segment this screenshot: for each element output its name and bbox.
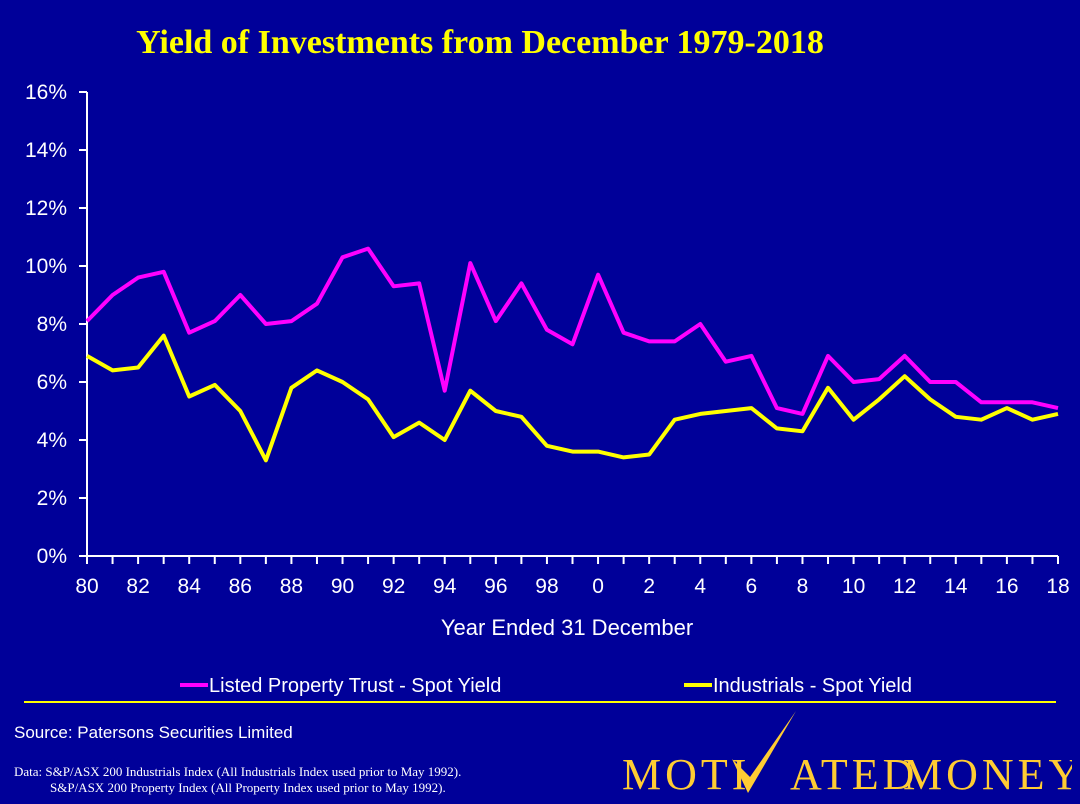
y-tick-label: 12% bbox=[25, 197, 67, 220]
x-tick-label: 80 bbox=[75, 575, 98, 598]
x-tick-label: 90 bbox=[331, 575, 354, 598]
y-tick-label: 14% bbox=[25, 139, 67, 162]
source-text: Source: Patersons Securities Limited bbox=[14, 723, 293, 742]
data-note-1: Data: S&P/ASX 200 Industrials Index (All… bbox=[14, 764, 462, 779]
legend-label: Industrials - Spot Yield bbox=[713, 675, 912, 697]
x-tick-label: 84 bbox=[178, 575, 202, 598]
x-tick-label: 10 bbox=[842, 575, 865, 598]
data-notes: Data: S&P/ASX 200 Industrials Index (All… bbox=[14, 764, 461, 796]
x-tick-label: 0 bbox=[592, 575, 604, 598]
x-tick-label: 98 bbox=[535, 575, 558, 598]
x-tick-label: 18 bbox=[1046, 575, 1069, 598]
y-tick-label: 4% bbox=[37, 429, 67, 452]
x-tick-label: 94 bbox=[433, 575, 457, 598]
x-tick-label: 14 bbox=[944, 575, 968, 598]
x-axis-label: Year Ended 31 December bbox=[441, 615, 693, 640]
x-tick-label: 92 bbox=[382, 575, 405, 598]
legend: Listed Property Trust - Spot Yield Indust… bbox=[180, 675, 912, 697]
logo-text-right: ATED bbox=[790, 750, 918, 799]
series-line-industrials bbox=[86, 333, 1059, 463]
x-tick-label: 82 bbox=[126, 575, 149, 598]
series-lines bbox=[85, 246, 1059, 463]
y-tick-label: 10% bbox=[25, 255, 67, 278]
legend-label: Listed Property Trust - Spot Yield bbox=[209, 675, 501, 697]
y-tick-label: 2% bbox=[37, 487, 67, 510]
data-note-2: S&P/ASX 200 Property Index (All Property… bbox=[50, 780, 446, 795]
x-tick-label: 12 bbox=[893, 575, 916, 598]
x-tick-label: 16 bbox=[995, 575, 1018, 598]
x-axis: 80 82 84 86 88 90 92 94 96 98 0 2 4 6 8 10 12 14 16 18 bbox=[75, 555, 1070, 598]
x-tick-label: 88 bbox=[280, 575, 303, 598]
y-tick-label: 0% bbox=[37, 545, 67, 568]
x-tick-label: 8 bbox=[797, 575, 809, 598]
y-tick-label: 6% bbox=[37, 371, 67, 394]
series-line-listed-property-trust bbox=[85, 246, 1059, 416]
x-tick-label: 86 bbox=[229, 575, 252, 598]
y-tick-label: 8% bbox=[37, 313, 67, 336]
x-tick-label: 4 bbox=[694, 575, 706, 598]
y-axis: 0% 2% 4% 6% 8% 10% 12% 14% 16% bbox=[25, 81, 88, 568]
y-tick-label: 16% bbox=[25, 81, 67, 104]
line-chart: 0%2%4%6%8%10%12%14%16% 80 82 84 86 88 90 92 94 9… bbox=[24, 81, 1070, 703]
chart-title: Yield of Investments from December 1979-… bbox=[136, 24, 824, 61]
logo-text-money: MONEY bbox=[903, 750, 1072, 799]
x-tick-label: 96 bbox=[484, 575, 507, 598]
x-tick-label: 2 bbox=[643, 575, 655, 598]
x-tick-label: 6 bbox=[746, 575, 758, 598]
motivated-money-logo: MOTI ATED MONEY bbox=[622, 711, 1072, 799]
logo-text-left: MOTI bbox=[622, 750, 750, 799]
